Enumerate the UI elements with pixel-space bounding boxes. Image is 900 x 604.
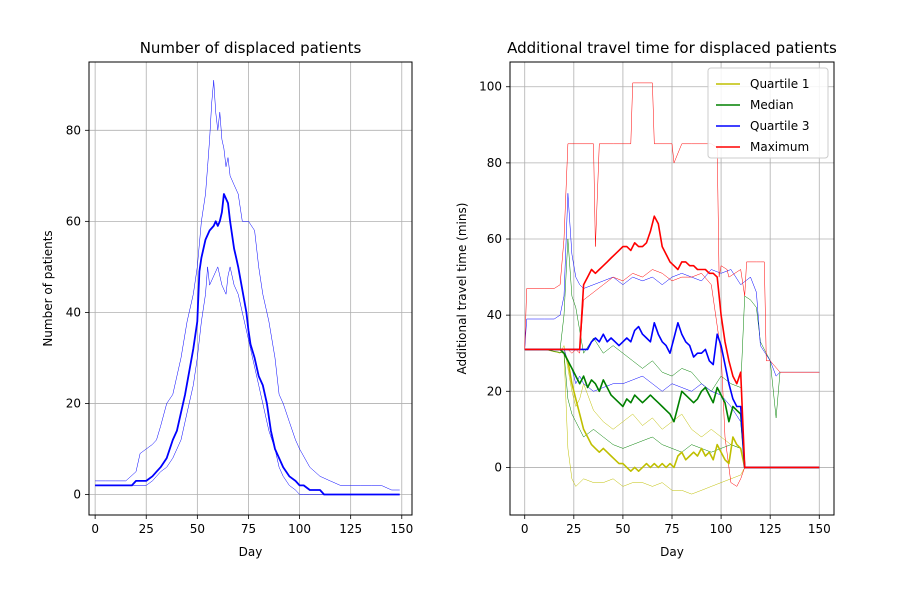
x-tick-label: 75 — [664, 522, 679, 536]
x-axis-label: Day — [660, 545, 684, 559]
x-tick-label: 50 — [615, 522, 630, 536]
y-tick-label: 60 — [66, 214, 81, 228]
x-tick-label: 100 — [710, 522, 733, 536]
series-group — [95, 79, 400, 496]
x-tick-label: 25 — [139, 522, 154, 536]
series-line-quartile-1 — [524, 348, 820, 473]
series-line-max-low — [524, 269, 820, 487]
chart-title: Number of displaced patients — [140, 39, 362, 57]
series-line-median — [524, 348, 820, 469]
y-tick-label: 20 — [487, 384, 502, 398]
x-tick-label: 150 — [390, 522, 413, 536]
displaced-patients-chart: 0 25 50 75 100 125 150 0 20 40 60 80 Number of disp… — [41, 39, 413, 559]
x-tick-label: 25 — [566, 522, 581, 536]
series-line-mean — [95, 193, 400, 496]
legend-label: Quartile 1 — [750, 77, 810, 91]
series-line-maximum — [524, 215, 820, 469]
axis-ticks: 0 25 50 75 100 125 150 0 20 40 60 80 100 — [479, 80, 831, 536]
series-line-lower — [95, 266, 400, 495]
chart-title: Additional travel time for displaced pat… — [507, 39, 837, 57]
grid-lines — [89, 62, 412, 515]
plot-frame — [88, 61, 413, 516]
y-tick-label: 20 — [66, 396, 81, 410]
travel-time-chart: 0 25 50 75 100 125 150 0 20 40 60 80 100 Additional … — [455, 39, 837, 559]
legend-label: Median — [750, 98, 794, 112]
y-tick-label: 0 — [73, 488, 81, 502]
x-tick-label: 125 — [339, 522, 362, 536]
x-tick-label: 150 — [808, 522, 831, 536]
series-line-upper — [95, 79, 400, 491]
legend-box — [707, 67, 829, 159]
series-line-quartile-3 — [524, 321, 820, 469]
y-tick-label: 80 — [66, 123, 81, 137]
series-group — [524, 82, 820, 495]
legend-label: Quartile 3 — [750, 119, 810, 133]
x-tick-label: 100 — [288, 522, 311, 536]
y-tick-label: 80 — [487, 156, 502, 170]
x-tick-label: 0 — [91, 522, 99, 536]
y-tick-label: 60 — [487, 232, 502, 246]
x-axis-label: Day — [239, 545, 263, 559]
y-tick-label: 0 — [494, 460, 502, 474]
x-tick-label: 0 — [521, 522, 529, 536]
legend: Quartile 1 Median Quartile 3 Maximum — [707, 67, 829, 159]
series-line-q3-high — [524, 193, 820, 377]
y-axis-label: Number of patients — [41, 230, 55, 346]
series-line-max-high — [524, 82, 820, 373]
y-tick-label: 40 — [487, 308, 502, 322]
x-tick-label: 75 — [241, 522, 256, 536]
legend-label: Maximum — [750, 140, 809, 154]
y-tick-label: 40 — [66, 305, 81, 319]
x-tick-label: 50 — [190, 522, 205, 536]
series-line-median-high — [524, 238, 820, 419]
y-axis-label: Additional travel time (mins) — [455, 203, 469, 375]
axis-ticks: 0 25 50 75 100 125 150 0 20 40 60 80 — [66, 123, 414, 536]
x-tick-label: 125 — [759, 522, 782, 536]
y-tick-label: 100 — [479, 80, 502, 94]
